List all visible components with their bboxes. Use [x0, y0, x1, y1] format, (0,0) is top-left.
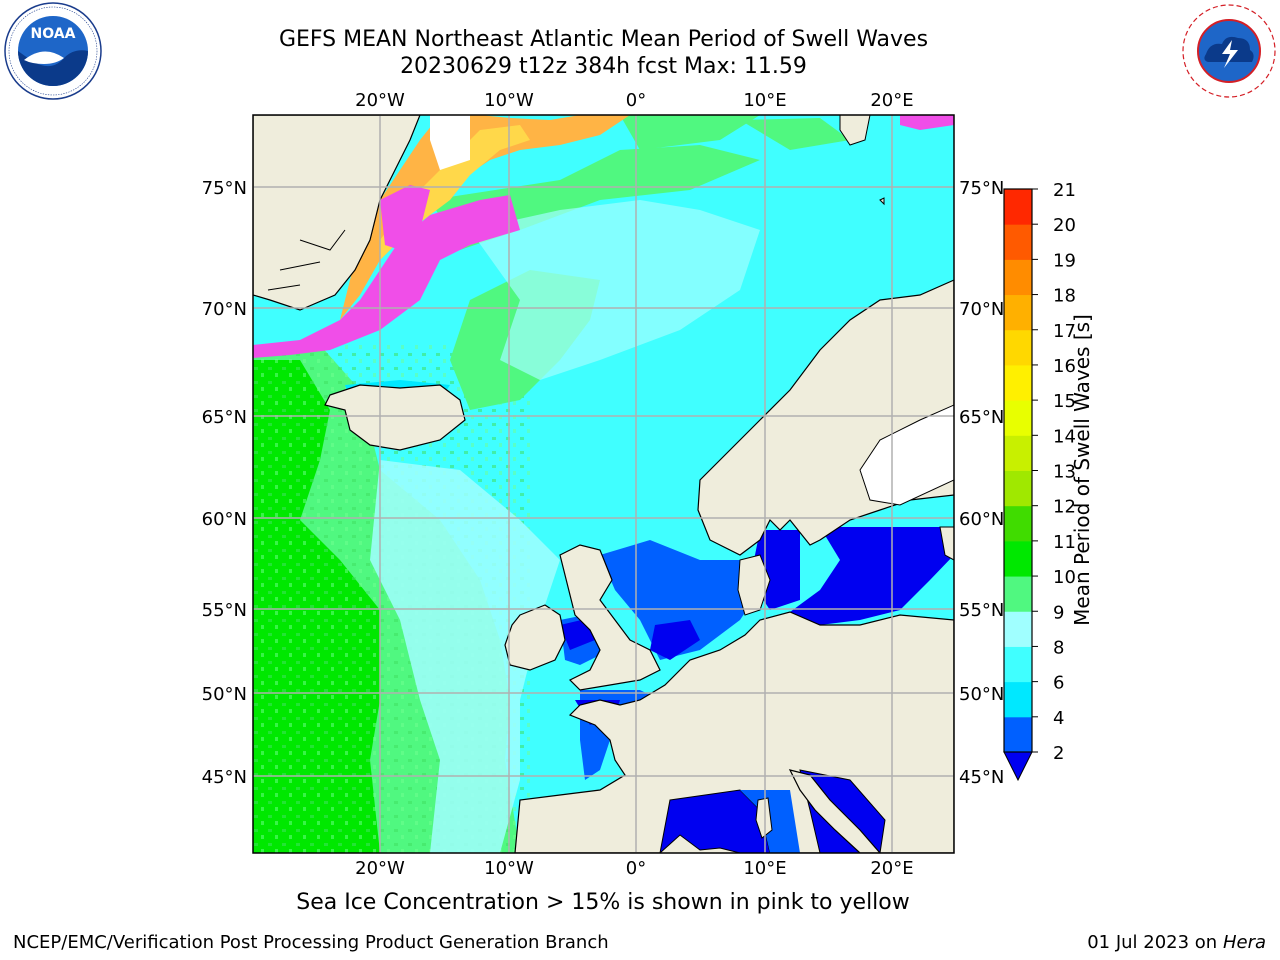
- colorbar-tick-label: 20: [1053, 215, 1076, 236]
- colorbar-segment: [1004, 435, 1032, 471]
- colorbar-tick-label: 6: [1053, 673, 1064, 694]
- sea-ice-note: Sea Ice Concentration > 15% is shown in …: [296, 890, 910, 915]
- svg-text:NOAA: NOAA: [31, 26, 76, 42]
- colorbar-tick-label: 13: [1053, 462, 1076, 483]
- colorbar-segment: [1004, 576, 1032, 612]
- lon-label-bottom: 20°W: [355, 858, 405, 879]
- colorbar-tick-label: 17: [1053, 321, 1076, 342]
- colorbar-tick-label: 12: [1053, 497, 1076, 518]
- lat-label-left: 45°N: [202, 767, 247, 788]
- top-longitude-labels: 20°W 10°W 0° 10°E 20°E: [355, 90, 913, 111]
- bottom-longitude-labels: 20°W 10°W 0° 10°E 20°E: [355, 858, 913, 879]
- colorbar-tick-label: 4: [1053, 708, 1064, 729]
- lon-label-bottom: 10°E: [743, 858, 786, 879]
- lat-label-left: 50°N: [202, 684, 247, 705]
- lat-label-right: 55°N: [959, 600, 1004, 621]
- lon-label-top: 0°: [626, 90, 646, 111]
- colorbar-segment: [1004, 259, 1032, 296]
- land-italy: [788, 769, 881, 853]
- land-britain: [559, 544, 661, 691]
- colorbar-tick-label: 19: [1053, 250, 1076, 271]
- colorbar-tick-label: 11: [1053, 532, 1076, 553]
- map-subtitle: 20230629 t12z 384h fcst Max: 11.59: [400, 54, 807, 79]
- lon-label-top: 10°W: [484, 90, 534, 111]
- colorbar-tick-label: 16: [1053, 356, 1076, 377]
- land-greenland: [253, 115, 421, 311]
- colorbar-segment: [1004, 224, 1032, 260]
- lat-label-left: 75°N: [202, 178, 247, 199]
- lat-label-right: 60°N: [959, 509, 1004, 530]
- lat-label-right: 50°N: [959, 684, 1004, 705]
- lat-label-left: 65°N: [202, 407, 247, 428]
- colorbar-segment: [1004, 716, 1032, 753]
- footer-date: 01 Jul 2023 on Hera: [1087, 932, 1266, 953]
- colorbar-segment: [1004, 189, 1032, 225]
- colorbar-segment: [1004, 329, 1032, 366]
- lat-label-left: 60°N: [202, 509, 247, 530]
- colorbar-segment: [1004, 470, 1032, 507]
- footer-date-text: 01 Jul 2023 on: [1087, 932, 1223, 953]
- colorbar-extend-arrow: [1003, 751, 1033, 782]
- colorbar-tick-label: 9: [1053, 602, 1064, 623]
- colorbar-segment: [1004, 611, 1032, 647]
- graticule: [253, 115, 954, 853]
- lat-label-right: 65°N: [959, 407, 1004, 428]
- left-latitude-labels: 75°N 70°N 65°N 60°N 55°N 50°N 45°N: [202, 178, 247, 788]
- colorbar-tick-label: 18: [1053, 286, 1076, 307]
- land-iceland: [324, 384, 466, 451]
- lon-label-bottom: 20°E: [870, 858, 913, 879]
- colorbar-segment: [1004, 400, 1032, 436]
- lon-label-bottom: 10°W: [484, 858, 534, 879]
- nws-logo: [1180, 2, 1278, 100]
- footer-credit: NCEP/EMC/Verification Post Processing Pr…: [13, 932, 609, 953]
- colorbar-segment: [1004, 540, 1032, 577]
- map-frame: [252, 114, 955, 854]
- lat-label-right: 70°N: [959, 299, 1004, 320]
- sea-ice-field: [253, 195, 520, 358]
- colorbar-segment: [1004, 681, 1032, 718]
- lat-label-left: 55°N: [202, 600, 247, 621]
- lat-label-left: 70°N: [202, 299, 247, 320]
- colorbar-segment: [1004, 646, 1032, 683]
- lon-label-bottom: 0°: [626, 858, 646, 879]
- colorbar-tick-label: 2: [1053, 743, 1064, 764]
- lat-label-right: 75°N: [959, 178, 1004, 199]
- colorbar-segment: [1004, 364, 1032, 401]
- colorbar: 2 4 6 8 9 10 11 12 13 14 15 16 17 18 19 20 21: [1003, 180, 1076, 782]
- lon-label-top: 20°E: [870, 90, 913, 111]
- lat-label-right: 45°N: [959, 767, 1004, 788]
- colorbar-tick-label: 14: [1053, 426, 1076, 447]
- colorbar-segment: [1004, 294, 1032, 331]
- swell-field-2-4s: [600, 540, 760, 660]
- colorbar-label: Mean Period of Swell Waves [s]: [1070, 314, 1094, 626]
- colorbar-tick-label: 21: [1053, 180, 1076, 201]
- map-title: GEFS MEAN Northeast Atlantic Mean Period…: [278, 27, 929, 52]
- noaa-logo: NOAA: [4, 2, 102, 100]
- lon-label-top: 10°E: [743, 90, 786, 111]
- colorbar-tick-label: 8: [1053, 637, 1064, 658]
- colorbar-segment: [1004, 505, 1032, 542]
- map-field: [253, 115, 954, 853]
- lon-label-top: 20°W: [355, 90, 405, 111]
- right-latitude-labels: 75°N 70°N 65°N 60°N 55°N 50°N 45°N: [959, 178, 1004, 788]
- colorbar-tick-label: 15: [1053, 391, 1076, 412]
- footer-host: Hera: [1222, 932, 1266, 953]
- colorbar-tick-label: 10: [1053, 567, 1076, 588]
